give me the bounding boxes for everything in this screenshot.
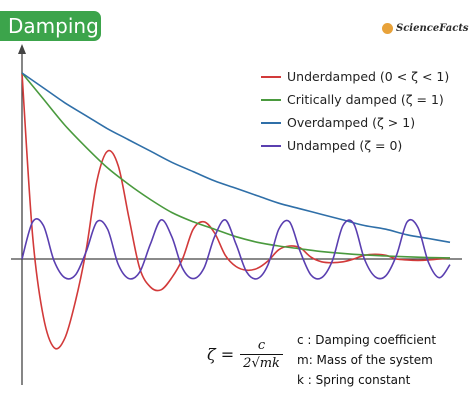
variable-definitions: c : Damping coefficient m: Mass of the s… — [297, 330, 436, 390]
legend-label-undamped: Undamped (ζ = 0) — [287, 138, 403, 153]
brand-name: ScienceFacts — [396, 22, 469, 34]
legend-label-overdamped: Overdamped (ζ > 1) — [287, 115, 416, 130]
y-axis-arrow — [18, 44, 26, 54]
definition-c: c : Damping coefficient — [297, 333, 437, 347]
legend-swatch-overdamped — [261, 121, 281, 124]
series-line-underdamped — [21, 72, 451, 350]
damping-ratio-formula: ζ = c 2√mk — [207, 338, 283, 371]
definition-m: m: Mass of the system — [297, 353, 433, 367]
series-line-critically-damped — [21, 72, 451, 259]
formula-denominator: 2√mk — [240, 354, 283, 371]
formula-numerator: c — [257, 338, 266, 353]
chart-axes — [11, 44, 462, 385]
legend-swatch-critically-damped — [261, 98, 281, 101]
legend-item-undamped: Undamped (ζ = 0) — [261, 134, 449, 157]
legend-label-critically-damped: Critically damped (ζ = 1) — [287, 92, 444, 107]
atom-icon — [382, 22, 393, 34]
formula-lhs: ζ = — [207, 345, 235, 364]
formula-fraction: c 2√mk — [240, 338, 283, 371]
brand-logo: ScienceFacts — [382, 21, 469, 35]
chart-legend: Underdamped (0 < ζ < 1) Critically dampe… — [261, 65, 449, 157]
page-title: Damping — [0, 11, 101, 41]
legend-item-underdamped: Underdamped (0 < ζ < 1) — [261, 65, 449, 88]
definition-k: k : Spring constant — [297, 373, 411, 387]
legend-swatch-undamped — [261, 144, 281, 147]
legend-item-overdamped: Overdamped (ζ > 1) — [261, 111, 449, 134]
series-line-undamped — [21, 218, 451, 280]
legend-label-underdamped: Underdamped (0 < ζ < 1) — [287, 69, 450, 84]
chart-series-group — [21, 72, 451, 350]
series-line-overdamped — [21, 72, 451, 244]
legend-swatch-underdamped — [261, 75, 281, 78]
legend-item-critically-damped: Critically damped (ζ = 1) — [261, 88, 449, 111]
